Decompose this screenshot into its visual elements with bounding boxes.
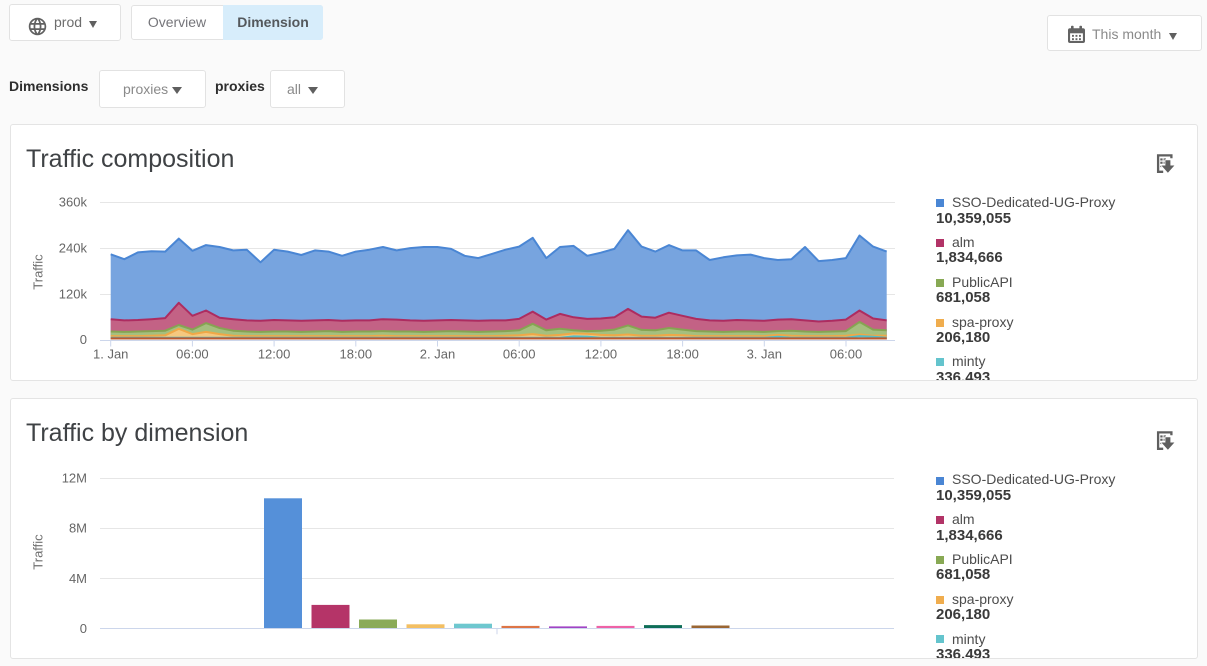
svg-text:2. Jan: 2. Jan <box>420 347 455 362</box>
svg-text:Traffic: Traffic <box>31 534 46 570</box>
svg-text:120k: 120k <box>59 286 88 301</box>
svg-text:1. Jan: 1. Jan <box>93 347 128 362</box>
svg-text:18:00: 18:00 <box>666 347 699 362</box>
svg-text:06:00: 06:00 <box>503 347 536 362</box>
svg-text:12:00: 12:00 <box>585 347 618 362</box>
svg-text:06:00: 06:00 <box>176 347 209 362</box>
svg-text:12M: 12M <box>62 470 87 485</box>
svg-text:12:00: 12:00 <box>258 347 291 362</box>
svg-text:240k: 240k <box>59 241 88 256</box>
svg-text:0: 0 <box>80 332 87 347</box>
svg-text:4M: 4M <box>69 571 87 586</box>
svg-text:Traffic: Traffic <box>31 254 46 290</box>
svg-text:3. Jan: 3. Jan <box>747 347 782 362</box>
svg-text:18:00: 18:00 <box>340 347 373 362</box>
svg-text:360k: 360k <box>59 195 88 210</box>
svg-text:0: 0 <box>80 621 87 636</box>
svg-text:06:00: 06:00 <box>830 347 863 362</box>
svg-text:8M: 8M <box>69 521 87 536</box>
